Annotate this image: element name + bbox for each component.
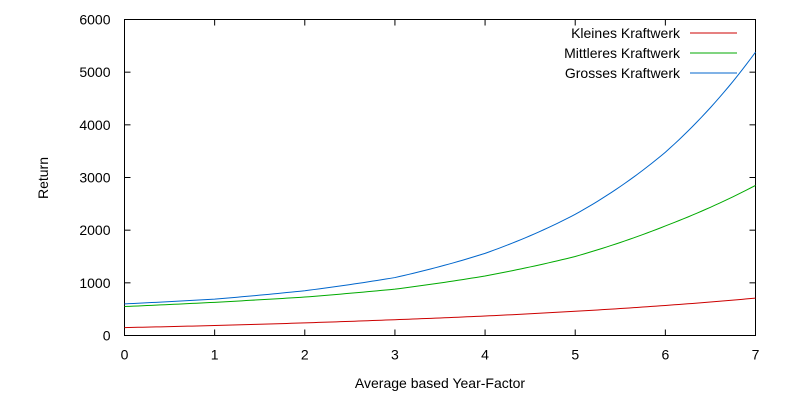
y-tick-label: 4000	[79, 117, 110, 133]
y-tick-label: 2000	[79, 222, 110, 238]
y-axis-title: Return	[35, 157, 51, 199]
axis-tick-labels: 0 1 2 3 4 5 6 7 0 1000 2000 3000 4000 5000 6000	[79, 12, 759, 363]
y-tick-label: 0	[103, 328, 111, 344]
x-tick-label: 7	[752, 347, 760, 363]
x-axis-title: Average based Year-Factor	[355, 375, 526, 391]
y-tick-label: 6000	[79, 12, 110, 28]
x-tick-label: 1	[211, 347, 219, 363]
x-tick-label: 5	[571, 347, 579, 363]
x-tick-label: 6	[661, 347, 669, 363]
x-tick-label: 3	[391, 347, 399, 363]
series-line-1	[124, 297, 756, 329]
y-tick-label: 1000	[79, 275, 110, 291]
legend: Kleines Kraftwerk Mittleres Kraftwerk Gros…	[564, 25, 737, 81]
legend-label: Kleines Kraftwerk	[571, 25, 681, 41]
legend-label: Mittleres Kraftwerk	[564, 45, 681, 61]
series-lines	[124, 51, 756, 329]
series-line-3	[124, 51, 756, 305]
axis-ticks	[124, 19, 756, 336]
y-tick-label: 5000	[79, 64, 110, 80]
legend-label: Grosses Kraftwerk	[565, 65, 681, 81]
series-line-2	[124, 184, 756, 308]
x-tick-label: 0	[121, 347, 129, 363]
x-tick-label: 4	[481, 347, 489, 363]
y-tick-label: 3000	[79, 170, 110, 186]
x-tick-label: 2	[301, 347, 309, 363]
